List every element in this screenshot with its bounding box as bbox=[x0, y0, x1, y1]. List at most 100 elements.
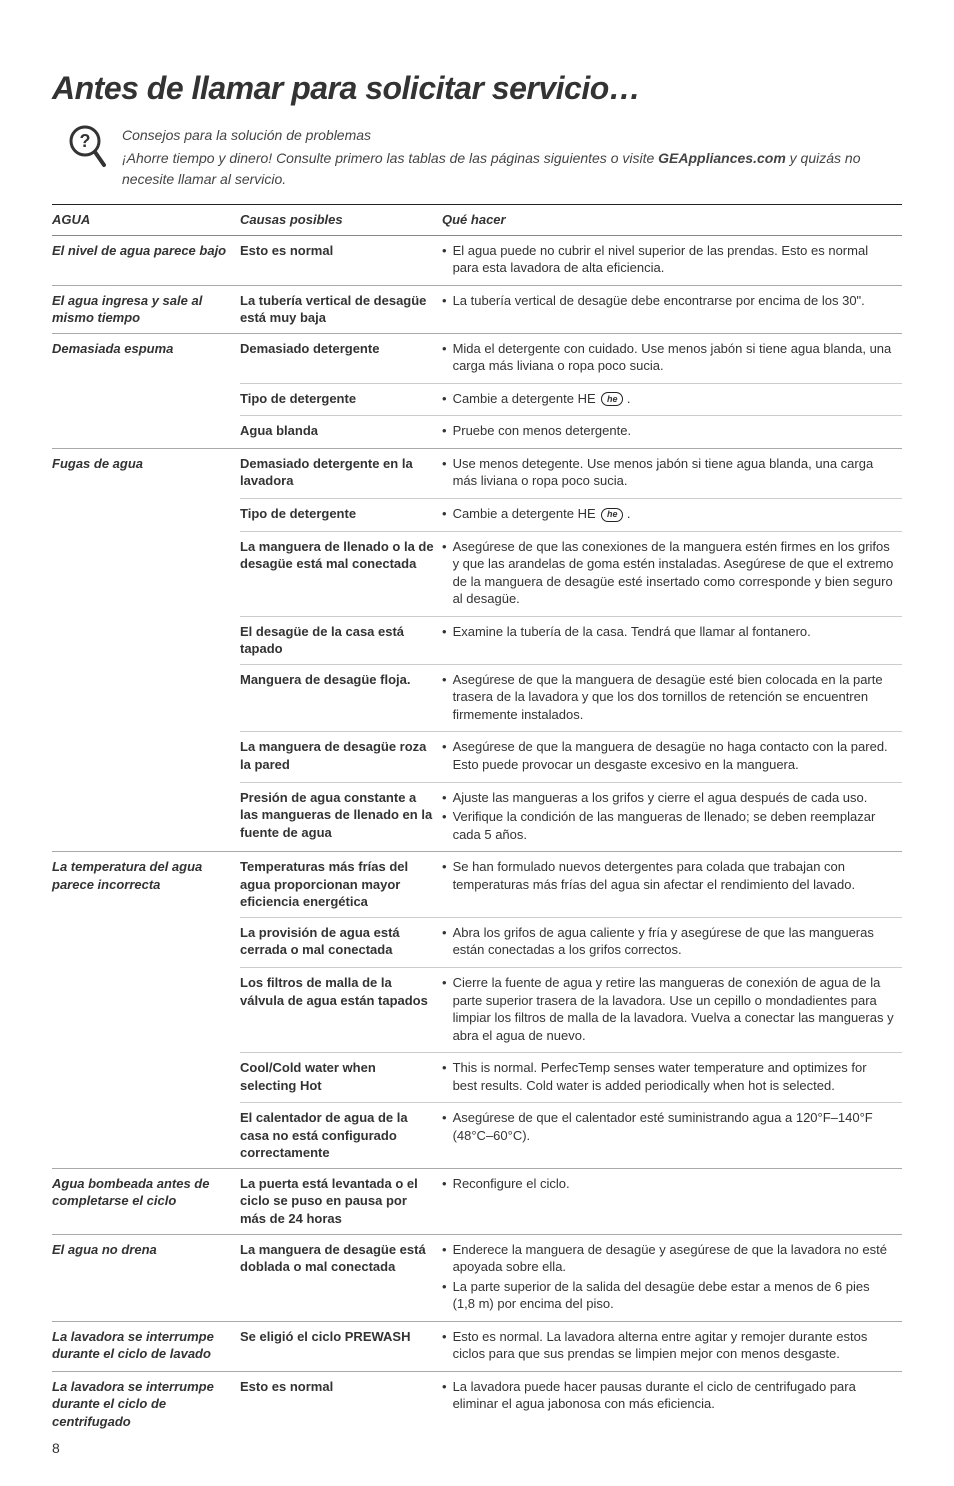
problem-cell bbox=[52, 732, 240, 782]
table-row: La manguera de desagüe roza la pared Aseg… bbox=[52, 732, 902, 782]
action-text: Asegúrese de que la manguera de desagüe … bbox=[453, 738, 894, 773]
bullet-dot bbox=[442, 390, 447, 408]
cause-text: La manguera de llenado o la de desagüe e… bbox=[240, 539, 434, 572]
action-text: Abra los grifos de agua caliente y fría … bbox=[453, 924, 894, 959]
problem-cell bbox=[52, 531, 240, 616]
problem-cell bbox=[52, 499, 240, 532]
problem-cell bbox=[52, 616, 240, 664]
action-cell: Pruebe con menos detergente. bbox=[442, 416, 902, 449]
action-text: Verifique la condición de las mangueras … bbox=[453, 808, 894, 843]
bullet-dot bbox=[442, 1059, 447, 1094]
bullet-dot bbox=[442, 1109, 447, 1144]
problem-cell: La temperatura del agua parece incorrect… bbox=[52, 852, 240, 918]
action-bullet: Mida el detergente con cuidado. Use meno… bbox=[442, 340, 894, 375]
action-text: La lavadora puede hacer pausas durante e… bbox=[453, 1378, 894, 1413]
he-icon: he bbox=[601, 392, 623, 406]
action-cell: Use menos detegente. Use menos jabón si … bbox=[442, 448, 902, 498]
table-row: El nivel de agua parece bajoEsto es norm… bbox=[52, 235, 902, 285]
action-text: La tubería vertical de desagüe debe enco… bbox=[453, 292, 865, 310]
cause-cell: Manguera de desagüe floja. bbox=[240, 664, 442, 732]
cause-text: Esto es normal bbox=[240, 243, 333, 258]
action-bullet: Cambie a detergente HE he . bbox=[442, 505, 894, 523]
problem-text: Demasiada espuma bbox=[52, 341, 173, 356]
action-cell: Examine la tubería de la casa. Tendrá qu… bbox=[442, 616, 902, 664]
action-text: Asegúrese de que las conexiones de la ma… bbox=[453, 538, 894, 608]
table-row: La manguera de llenado o la de desagüe e… bbox=[52, 531, 902, 616]
cause-cell: Demasiado detergente bbox=[240, 333, 442, 383]
action-text: La parte superior de la salida del desag… bbox=[453, 1278, 894, 1313]
action-text: Enderece la manguera de desagüe y asegúr… bbox=[453, 1241, 894, 1276]
problem-text: La lavadora se interrumpe durante el cic… bbox=[52, 1329, 214, 1362]
problem-text: La temperatura del agua parece incorrect… bbox=[52, 859, 202, 892]
action-text: Se han formulado nuevos detergentes para… bbox=[453, 858, 894, 893]
action-text: Examine la tubería de la casa. Tendrá qu… bbox=[453, 623, 811, 641]
action-text: Cierre la fuente de agua y retire las ma… bbox=[453, 974, 894, 1044]
action-bullet: Asegúrese de que la manguera de desagüe … bbox=[442, 738, 894, 773]
page-title: Antes de llamar para solicitar servicio… bbox=[52, 70, 902, 107]
cause-cell: La manguera de desagüe roza la pared bbox=[240, 732, 442, 782]
cause-text: La manguera de desagüe está doblada o ma… bbox=[240, 1242, 426, 1275]
problem-cell bbox=[52, 383, 240, 416]
table-row: Fugas de aguaDemasiado detergente en la … bbox=[52, 448, 902, 498]
action-bullet: Use menos detegente. Use menos jabón si … bbox=[442, 455, 894, 490]
problem-cell bbox=[52, 664, 240, 732]
problem-cell: El nivel de agua parece bajo bbox=[52, 235, 240, 285]
action-bullet: Esto es normal. La lavadora alterna entr… bbox=[442, 1328, 894, 1363]
bullet-dot bbox=[442, 974, 447, 1044]
action-text: Asegúrese de que la manguera de desagüe … bbox=[453, 671, 894, 724]
problem-cell bbox=[52, 967, 240, 1052]
action-cell: Mida el detergente con cuidado. Use meno… bbox=[442, 333, 902, 383]
cause-text: Tipo de detergente bbox=[240, 391, 356, 406]
cause-text: La provisión de agua está cerrada o mal … bbox=[240, 925, 400, 958]
action-cell: Asegúrese de que las conexiones de la ma… bbox=[442, 531, 902, 616]
svg-text:?: ? bbox=[80, 131, 91, 151]
problem-cell: El agua no drena bbox=[52, 1234, 240, 1321]
action-text: El agua puede no cubrir el nivel superio… bbox=[453, 242, 894, 277]
cause-text: Demasiado detergente en la lavadora bbox=[240, 456, 413, 489]
intro-text: Consejos para la solución de problemas ¡… bbox=[122, 125, 902, 190]
cause-cell: El calentador de agua de la casa no está… bbox=[240, 1103, 442, 1169]
action-cell: Se han formulado nuevos detergentes para… bbox=[442, 852, 902, 918]
action-cell: Reconfigure el ciclo. bbox=[442, 1168, 902, 1234]
action-bullet: Abra los grifos de agua caliente y fría … bbox=[442, 924, 894, 959]
action-cell: Asegúrese de que la manguera de desagüe … bbox=[442, 732, 902, 782]
problem-text: Agua bombeada antes de completarse el ci… bbox=[52, 1176, 209, 1209]
help-icon: ? bbox=[66, 125, 106, 178]
table-header-row: AGUA Causas posibles Qué hacer bbox=[52, 205, 902, 236]
cause-cell: La manguera de llenado o la de desagüe e… bbox=[240, 531, 442, 616]
cause-text: Cool/Cold water when selecting Hot bbox=[240, 1060, 376, 1093]
intro-block: ? Consejos para la solución de problemas… bbox=[52, 125, 902, 190]
cause-cell: La provisión de agua está cerrada o mal … bbox=[240, 917, 442, 967]
table-row: Cool/Cold water when selecting Hot This i… bbox=[52, 1053, 902, 1103]
problem-cell bbox=[52, 1053, 240, 1103]
action-cell: La lavadora puede hacer pausas durante e… bbox=[442, 1371, 902, 1436]
col-header-action: Qué hacer bbox=[442, 205, 902, 236]
action-cell: La tubería vertical de desagüe debe enco… bbox=[442, 285, 902, 333]
cause-cell: La puerta está levantada o el ciclo se p… bbox=[240, 1168, 442, 1234]
action-bullet: Cierre la fuente de agua y retire las ma… bbox=[442, 974, 894, 1044]
action-text: Cambie a detergente HE he . bbox=[453, 505, 631, 523]
action-bullet: La lavadora puede hacer pausas durante e… bbox=[442, 1378, 894, 1413]
table-row: El desagüe de la casa está tapadoExamine… bbox=[52, 616, 902, 664]
cause-cell: Los filtros de malla de la válvula de ag… bbox=[240, 967, 442, 1052]
cause-cell: Tipo de detergente bbox=[240, 499, 442, 532]
cause-text: Los filtros de malla de la válvula de ag… bbox=[240, 975, 428, 1008]
bullet-dot bbox=[442, 242, 447, 277]
cause-cell: Demasiado detergente en la lavadora bbox=[240, 448, 442, 498]
problem-cell: Agua bombeada antes de completarse el ci… bbox=[52, 1168, 240, 1234]
bullet-dot bbox=[442, 422, 447, 440]
action-bullet: This is normal. PerfecTemp senses water … bbox=[442, 1059, 894, 1094]
action-bullet: Se han formulado nuevos detergentes para… bbox=[442, 858, 894, 893]
table-row: Tipo de detergente Cambie a detergente HE… bbox=[52, 383, 902, 416]
table-row: Manguera de desagüe floja.Asegúrese de q… bbox=[52, 664, 902, 732]
action-cell: Esto es normal. La lavadora alterna entr… bbox=[442, 1321, 902, 1371]
action-cell: Ajuste las mangueras a los grifos y cier… bbox=[442, 782, 902, 852]
he-icon: he bbox=[601, 508, 623, 522]
cause-cell: Agua blanda bbox=[240, 416, 442, 449]
action-cell: Abra los grifos de agua caliente y fría … bbox=[442, 917, 902, 967]
cause-text: La manguera de desagüe roza la pared bbox=[240, 739, 426, 772]
cause-text: Se eligió el ciclo PREWASH bbox=[240, 1329, 411, 1344]
action-cell: Cambie a detergente HE he . bbox=[442, 383, 902, 416]
problem-text: La lavadora se interrumpe durante el cic… bbox=[52, 1379, 214, 1429]
action-bullet: Asegúrese de que el calentador esté sumi… bbox=[442, 1109, 894, 1144]
